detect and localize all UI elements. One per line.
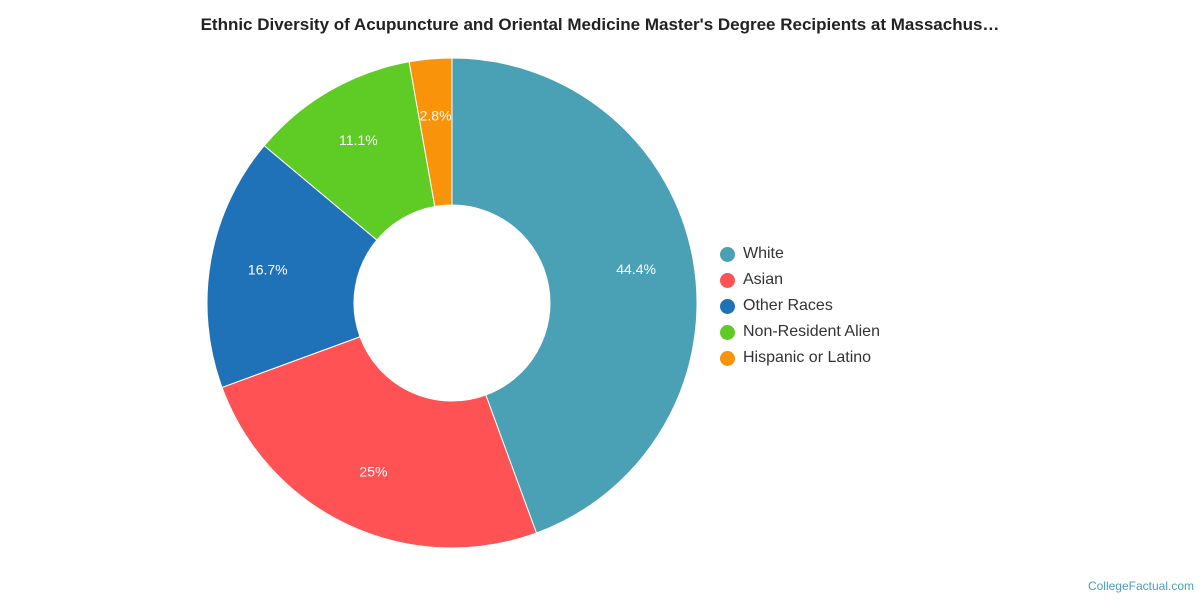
legend-item-white[interactable]: White bbox=[720, 241, 880, 267]
slice-label-asian: 25% bbox=[359, 463, 387, 479]
legend-item-non-resident-alien[interactable]: Non-Resident Alien bbox=[720, 319, 880, 345]
legend: White Asian Other Races Non-Resident Ali… bbox=[720, 241, 880, 371]
credit-link[interactable]: CollegeFactual.com bbox=[1087, 579, 1194, 593]
slice-label-non-resident-alien: 11.1% bbox=[339, 132, 378, 148]
legend-swatch-non-resident-alien bbox=[720, 324, 735, 340]
slice-non-resident-alien[interactable] bbox=[263, 61, 436, 241]
legend-swatch-hispanic-or-latino bbox=[720, 350, 735, 366]
slice-white[interactable] bbox=[451, 57, 698, 534]
legend-label: Other Races bbox=[743, 297, 833, 314]
slice-hispanic-or-latino[interactable] bbox=[408, 57, 453, 208]
slice-label-other-races: 16.7% bbox=[248, 262, 288, 278]
slice-label-white: 44.4% bbox=[616, 261, 656, 277]
legend-item-asian[interactable]: Asian bbox=[720, 267, 880, 293]
legend-label: Non-Resident Alien bbox=[743, 323, 880, 340]
slice-label-hispanic-or-latino: 2.8% bbox=[420, 107, 452, 123]
legend-swatch-other-races bbox=[720, 298, 735, 314]
legend-swatch-asian bbox=[720, 272, 735, 288]
legend-label: Hispanic or Latino bbox=[743, 349, 872, 366]
legend-item-hispanic-or-latino[interactable]: Hispanic or Latino bbox=[720, 345, 880, 371]
chart-title: Ethnic Diversity of Acupuncture and Orie… bbox=[200, 15, 1000, 34]
slice-other-races[interactable] bbox=[206, 144, 378, 389]
slice-asian[interactable] bbox=[221, 336, 538, 549]
legend-label: White bbox=[743, 245, 784, 262]
legend-item-other-races[interactable]: Other Races bbox=[720, 293, 880, 319]
legend-swatch-white bbox=[720, 246, 735, 262]
legend-label: Asian bbox=[743, 271, 784, 288]
